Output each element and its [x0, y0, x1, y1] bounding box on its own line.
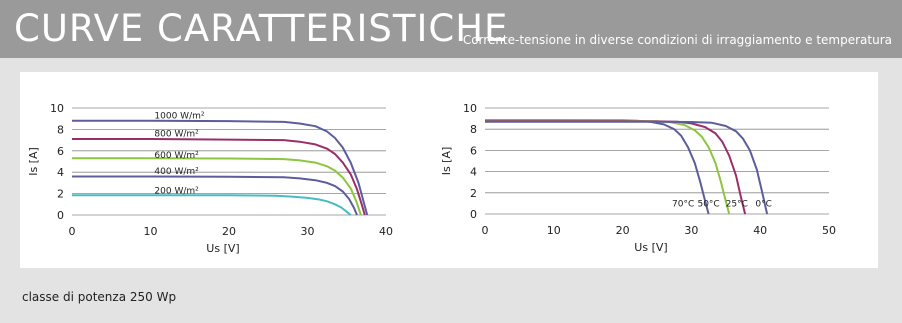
series-label-2: 25°C [726, 199, 748, 209]
x-tick-label: 40 [379, 225, 393, 238]
series-label-1: 50°C [697, 199, 719, 209]
y-tick-label: 4 [470, 166, 477, 179]
x-tick-label: 50 [822, 224, 836, 237]
charts-panel: 0 2 4 6 8 10 0 10 20 30 40 Us [V] Is [A] 1000 W/m² 800… [20, 72, 878, 268]
series-line-0 [72, 119, 369, 216]
y-tick-label: 0 [470, 208, 477, 221]
y-tick-label: 10 [463, 102, 477, 115]
series-label-0: 70°C [672, 199, 694, 209]
y-tick-label: 0 [57, 209, 64, 222]
y-tick-label: 6 [470, 144, 477, 157]
x-tick-label: 10 [547, 224, 561, 237]
x-tick-label: 20 [616, 224, 630, 237]
series-label-3: 0°C [755, 199, 772, 209]
y-tick-label: 6 [57, 145, 64, 158]
y-tick-label: 2 [57, 188, 64, 201]
x-tick-label: 30 [684, 224, 698, 237]
series-label-0: 1000 W/m² [154, 111, 204, 121]
chart-temperature: 0 2 4 6 8 10 0 10 20 30 40 50 Us [V] Is [A] 70°C 50°C 25… [440, 102, 836, 254]
series-line-3 [485, 120, 769, 215]
x-tick-label: 0 [69, 225, 76, 238]
series-line-1 [72, 138, 366, 216]
y-tick-label: 8 [470, 123, 477, 136]
series-label-4: 200 W/m² [154, 186, 199, 196]
series-line-2 [72, 157, 362, 216]
y-axis-label: Is [A] [27, 147, 40, 176]
y-tick-label: 10 [50, 102, 64, 115]
y-tick-label: 8 [57, 123, 64, 136]
power-class-note: classe di potenza 250 Wp [22, 290, 177, 304]
x-tick-label: 10 [144, 225, 158, 238]
series-line-3 [72, 175, 358, 216]
series-line-4 [72, 194, 352, 216]
page-title: CURVE CARATTERISTICHE [14, 7, 509, 50]
y-tick-label: 4 [57, 166, 64, 179]
series-label-3: 400 W/m² [154, 167, 199, 177]
x-axis-label: Us [V] [634, 241, 667, 254]
header-bar: CURVE CARATTERISTICHE Corrente-tensione … [0, 0, 902, 58]
x-tick-label: 0 [482, 224, 489, 237]
y-tick-label: 2 [470, 187, 477, 200]
series-label-1: 800 W/m² [154, 130, 199, 140]
series-label-2: 600 W/m² [154, 151, 199, 161]
x-axis-label: Us [V] [206, 242, 239, 255]
y-axis-label: Is [A] [440, 147, 453, 176]
x-tick-label: 30 [301, 225, 315, 238]
page-subtitle: Corrente-tensione in diverse condizioni … [462, 33, 892, 47]
x-tick-label: 20 [222, 225, 236, 238]
chart-irradiance: 0 2 4 6 8 10 0 10 20 30 40 Us [V] Is [A] 1000 W/m² 800… [27, 102, 393, 255]
x-tick-label: 40 [753, 224, 767, 237]
